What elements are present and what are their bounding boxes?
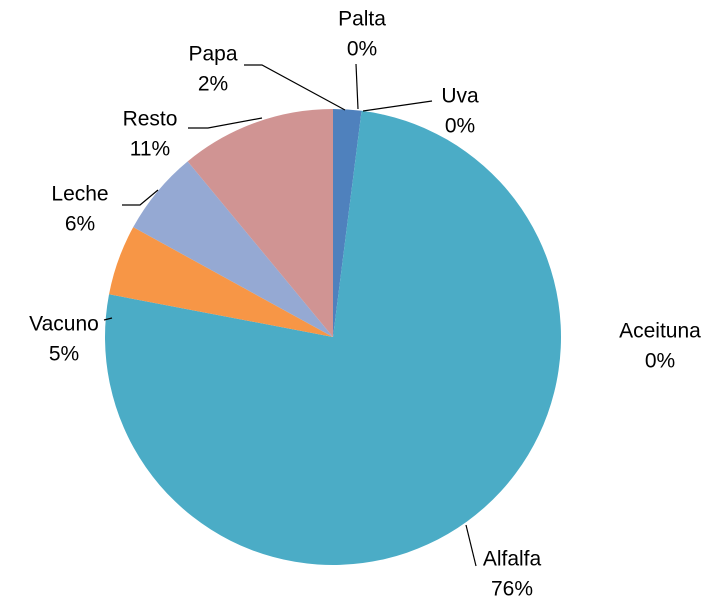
slice-label: Uva: [441, 85, 479, 108]
leader-line: [355, 63, 359, 110]
slice-label: Leche: [51, 183, 108, 206]
slice-value-label: 0%: [645, 350, 675, 373]
slice-value-label: 0%: [445, 115, 475, 138]
leader-line: [362, 100, 433, 112]
pie-slice: [187, 108, 333, 337]
pie-slice: [105, 110, 562, 565]
slice-value-label: 2%: [198, 73, 228, 96]
slice-label: Palta: [338, 8, 386, 31]
leader-lines: [103, 63, 477, 567]
leader-line: [122, 189, 159, 206]
slice-label: Papa: [188, 43, 237, 66]
pie-slice: [333, 109, 362, 337]
slice-value-label: 5%: [49, 343, 79, 366]
slice-label: Resto: [123, 108, 178, 131]
slice-value-label: 6%: [65, 213, 95, 236]
leader-line: [103, 317, 113, 321]
slice-label: Alfalfa: [483, 548, 542, 571]
pie-slice: [133, 161, 333, 337]
leader-line: [465, 524, 477, 567]
pie: [105, 108, 562, 565]
slice-value-label: 76%: [491, 578, 533, 599]
slice-value-label: 0%: [347, 38, 377, 61]
pie-slice: [109, 227, 333, 337]
slice-label: Aceituna: [619, 320, 701, 343]
slice-value-label: 11%: [130, 138, 170, 161]
leader-line: [188, 117, 263, 129]
slice-label: Vacuno: [29, 313, 99, 336]
leader-line: [244, 64, 346, 111]
